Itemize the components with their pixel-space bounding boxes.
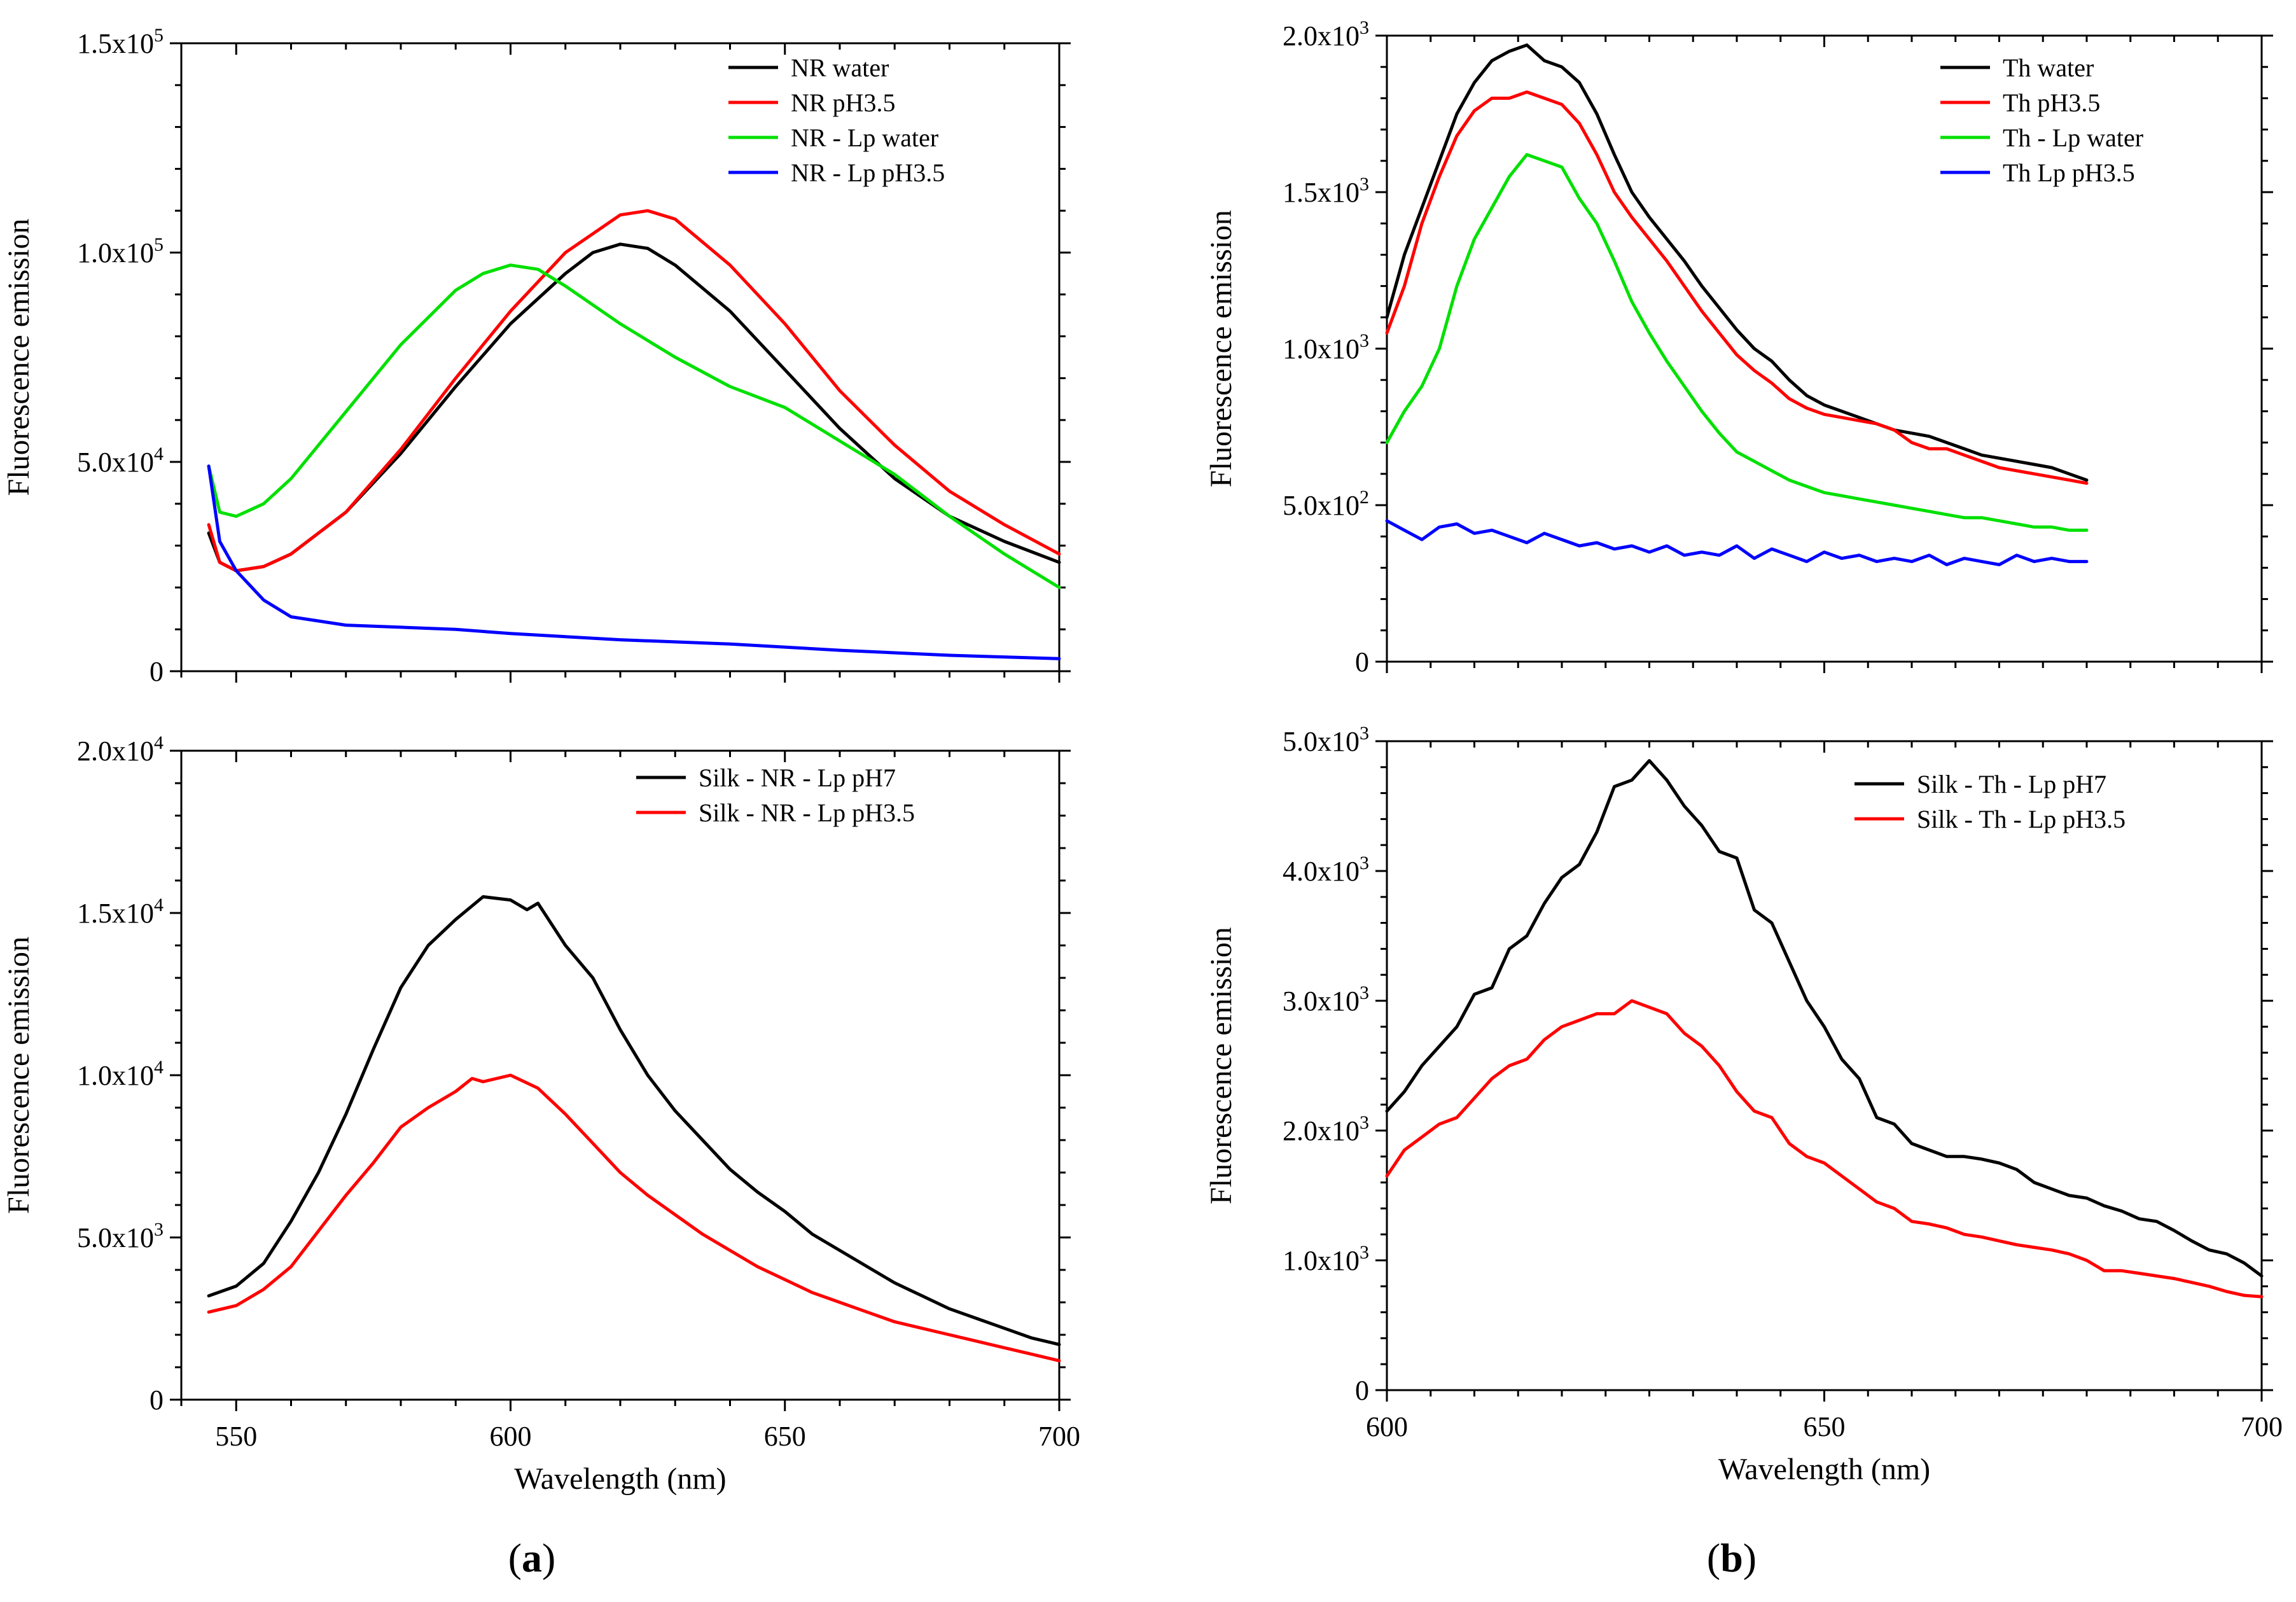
panel-label-a: (a): [508, 1535, 556, 1580]
series-line-nr-ph3-5: [207, 209, 1061, 573]
y-axis-label: Fluorescence emission: [1204, 927, 1238, 1204]
chart-b-top: 0 5.0x102 1.0x103 1.5x103 2.0x103 Fluorescenc…: [1204, 17, 2273, 678]
series-line-silk-th-lp-ph7: [1385, 759, 2264, 1278]
y-axis-label: Fluorescence emission: [1204, 210, 1238, 487]
x-tick-label: 700: [1038, 1421, 1080, 1452]
y-tick-label: 1.0x105: [77, 234, 164, 268]
legend-entry: Silk - NR - Lp pH7: [699, 763, 896, 792]
y-tick-label: 0: [1355, 646, 1369, 678]
y-tick-label: 1.5x103: [1283, 174, 1369, 208]
plot-frame: [180, 749, 1061, 1401]
y-tick-label: 1.5x104: [77, 895, 164, 929]
series-line-th-water: [1385, 43, 2089, 482]
legend-entry: Silk - Th - Lp pH3.5: [1917, 805, 2126, 833]
y-tick-label: 5.0x102: [1283, 487, 1369, 521]
legend-entry: NR - Lp pH3.5: [791, 158, 945, 187]
legend-entry: NR - Lp water: [791, 123, 938, 152]
legend-entry: NR pH3.5: [791, 88, 895, 117]
chart-b-bottom: 600 650 700 0 1.0x103 2.0x103 3.0x103 4.0x103 5.…: [1204, 723, 2283, 1486]
series-line-silk-th-lp-ph3-5: [1385, 999, 2264, 1299]
chart-a-bottom: 550 600 650 700 0 5.0x103 1.0x104 1.5x104 2.0x10…: [2, 732, 1080, 1496]
series-line-th-lp-ph3-5: [1385, 519, 2089, 566]
x-axis-label: Wavelength (nm): [514, 1462, 726, 1496]
y-tick-label: 1.0x104: [77, 1057, 164, 1091]
y-tick-label: 1.0x103: [1283, 1242, 1369, 1276]
series-line-th-lp-water: [1385, 153, 2089, 532]
x-tick-label: 700: [2241, 1411, 2283, 1442]
series-line-silk-nr-lp-ph3-5: [207, 1073, 1061, 1363]
y-tick-label: 1.0x103: [1283, 330, 1369, 365]
series-line-th-ph3-5: [1385, 90, 2089, 485]
legend-entry: Th - Lp water: [2003, 123, 2143, 152]
series-line-silk-nr-lp-ph7: [207, 895, 1061, 1346]
legend-entry: Silk - Th - Lp pH7: [1917, 770, 2106, 798]
y-tick-label: 2.0x103: [1283, 1112, 1369, 1146]
y-tick-label: 3.0x103: [1283, 982, 1369, 1017]
y-tick-label: 5.0x103: [1283, 723, 1369, 757]
x-axis-label: Wavelength (nm): [1718, 1452, 1930, 1486]
y-tick-label: 2.0x103: [1283, 17, 1369, 52]
legend-entry: NR water: [791, 53, 889, 82]
y-tick-label: 5.0x104: [77, 443, 164, 478]
x-tick-label: 650: [1804, 1411, 1846, 1442]
legend-entry: Th pH3.5: [2003, 88, 2100, 117]
x-tick-label: 600: [490, 1421, 532, 1452]
x-tick-label: 600: [1366, 1411, 1408, 1442]
chart-a-top: 0 5.0x104 1.0x105 1.5x105 Fluorescence emiss…: [2, 25, 1071, 687]
legend-entry: Th water: [2003, 53, 2094, 82]
x-tick-label: 550: [215, 1421, 257, 1452]
y-axis-label: Fluorescence emission: [2, 219, 36, 496]
y-tick-label: 1.5x105: [77, 25, 164, 59]
x-tick-label: 650: [764, 1421, 806, 1452]
y-tick-label: 0: [150, 1384, 164, 1416]
plot-frame: [1386, 740, 2263, 1391]
series-line-nr-lp-ph3-5: [207, 464, 1061, 660]
legend-entry: Th Lp pH3.5: [2003, 158, 2135, 187]
y-tick-label: 5.0x103: [77, 1219, 164, 1253]
y-tick-label: 4.0x103: [1283, 853, 1369, 887]
y-tick-label: 0: [150, 656, 164, 687]
y-tick-label: 0: [1355, 1375, 1369, 1406]
y-axis-label: Fluorescence emission: [2, 937, 36, 1214]
legend-entry: Silk - NR - Lp pH3.5: [699, 798, 915, 827]
series-line-nr-water: [207, 242, 1061, 573]
series-line-nr-lp-water: [207, 263, 1061, 589]
y-tick-label: 2.0x104: [77, 732, 164, 767]
panel-label-b: (b): [1707, 1535, 1757, 1580]
